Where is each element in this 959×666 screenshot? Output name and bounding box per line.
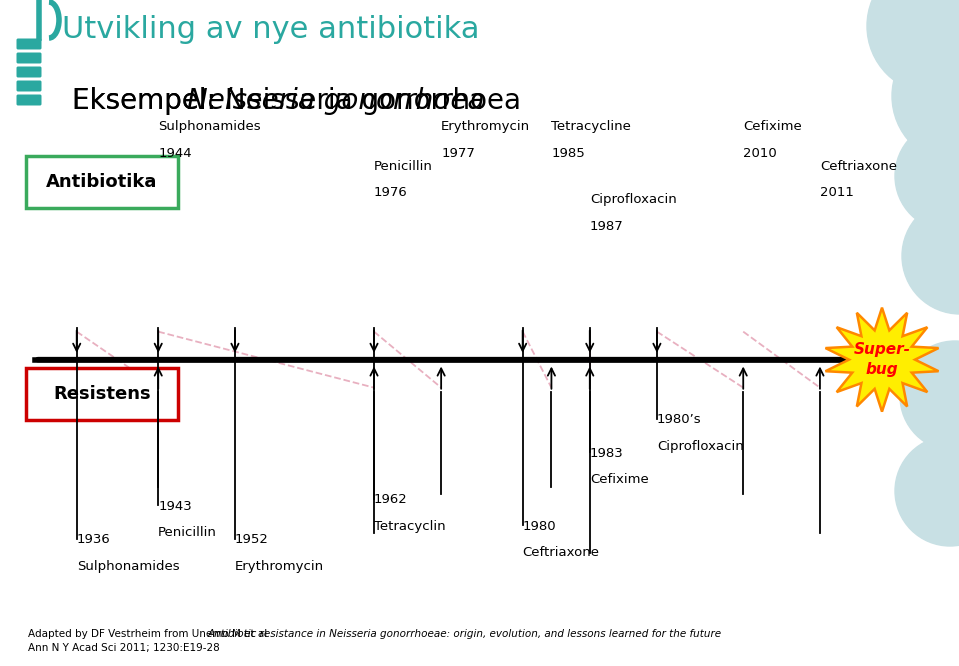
Polygon shape (826, 308, 939, 412)
Text: Penicillin: Penicillin (374, 160, 433, 173)
Text: Antibiotika: Antibiotika (46, 173, 157, 191)
Text: Cefixime: Cefixime (743, 120, 802, 133)
Text: 1962: 1962 (374, 493, 408, 506)
Text: Eksempel:: Eksempel: (72, 87, 224, 115)
Text: 1987: 1987 (590, 220, 623, 233)
Text: Super-: Super- (854, 342, 910, 357)
FancyBboxPatch shape (26, 156, 178, 208)
Text: Penicillin: Penicillin (158, 526, 217, 539)
Text: Erythromycin: Erythromycin (441, 120, 530, 133)
Text: 1985: 1985 (551, 147, 585, 160)
Text: 1944: 1944 (158, 147, 192, 160)
Text: Adapted by DF Vestrheim from Unemo M et al: Adapted by DF Vestrheim from Unemo M et … (28, 629, 270, 639)
FancyBboxPatch shape (16, 67, 41, 77)
Text: Ciprofloxacin: Ciprofloxacin (590, 193, 676, 206)
Text: Resistens: Resistens (53, 385, 151, 403)
Text: 1936: 1936 (77, 533, 110, 546)
Text: Erythromycin: Erythromycin (235, 559, 324, 573)
Text: 1943: 1943 (158, 500, 192, 513)
Circle shape (867, 0, 959, 94)
Text: Ceftriaxone: Ceftriaxone (523, 546, 599, 559)
Circle shape (902, 198, 959, 314)
FancyBboxPatch shape (16, 95, 41, 105)
Circle shape (900, 341, 959, 451)
Text: Ciprofloxacin: Ciprofloxacin (657, 440, 743, 453)
Text: 1976: 1976 (374, 186, 408, 200)
Text: Sulphonamides: Sulphonamides (158, 120, 261, 133)
Text: Ann N Y Acad Sci 2011; 1230:E19-28: Ann N Y Acad Sci 2011; 1230:E19-28 (28, 643, 220, 653)
Text: 2010: 2010 (743, 147, 777, 160)
FancyBboxPatch shape (16, 39, 41, 49)
Text: Tetracycline: Tetracycline (551, 120, 631, 133)
Circle shape (895, 121, 959, 231)
Text: Utvikling av nye antibiotika: Utvikling av nye antibiotika (62, 15, 480, 45)
Text: bug: bug (866, 362, 899, 377)
Text: Cefixime: Cefixime (590, 473, 648, 486)
Text: 1980: 1980 (523, 519, 556, 533)
Text: Antibiotic resistance in Neisseria gonorrhoeae: origin, evolution, and lessons l: Antibiotic resistance in Neisseria gonor… (208, 629, 722, 639)
Text: Tetracyclin: Tetracyclin (374, 519, 446, 533)
FancyBboxPatch shape (26, 368, 178, 420)
Circle shape (895, 436, 959, 546)
Text: 2011: 2011 (820, 186, 854, 200)
Text: Sulphonamides: Sulphonamides (77, 559, 179, 573)
Text: Eksempel: Neisseria gonorrhoea: Eksempel: Neisseria gonorrhoea (72, 87, 521, 115)
FancyBboxPatch shape (16, 53, 41, 63)
Text: Neisseria gonorrhoea: Neisseria gonorrhoea (187, 87, 484, 115)
Text: 1952: 1952 (235, 533, 269, 546)
FancyBboxPatch shape (16, 81, 41, 91)
Text: 1977: 1977 (441, 147, 475, 160)
Text: 1980’s: 1980’s (657, 413, 702, 426)
Text: Ceftriaxone: Ceftriaxone (820, 160, 897, 173)
Text: 1983: 1983 (590, 446, 623, 460)
Circle shape (892, 28, 959, 164)
